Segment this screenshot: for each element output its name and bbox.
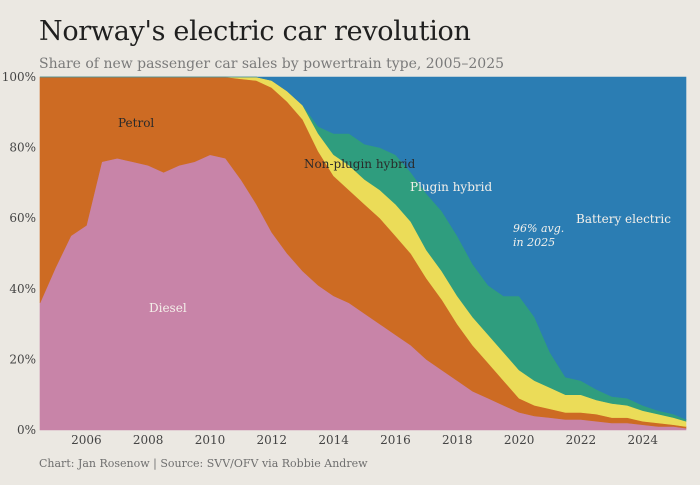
x-tick-label: 2020 <box>504 433 535 447</box>
x-axis-ticks: 2006 2008 2010 2012 2014 2016 2018 2020 2022 2024 <box>71 433 658 447</box>
x-tick-label: 2008 <box>133 433 164 447</box>
x-tick-label: 2018 <box>442 433 473 447</box>
x-tick-label: 2012 <box>257 433 288 447</box>
annotation-line-1: 96% avg. <box>513 222 564 235</box>
x-tick-label: 2010 <box>195 433 226 447</box>
chart-title: Norway's electric car revolution <box>39 16 471 47</box>
area-battery-electric <box>40 76 687 420</box>
label-nonplugin-hybrid: Non-plugin hybrid <box>304 157 416 171</box>
x-tick-label: 2022 <box>566 433 597 447</box>
chart-credit: Chart: Jan Rosenow | Source: SVV/OFV via… <box>39 457 368 470</box>
label-petrol: Petrol <box>118 116 154 130</box>
area-series-group <box>39 76 687 431</box>
x-tick-label: 2006 <box>71 433 102 447</box>
y-tick-label: 40% <box>9 282 36 296</box>
x-tick-label: 2024 <box>627 433 658 447</box>
y-tick-label: 100% <box>2 70 36 84</box>
y-tick-label: 20% <box>9 352 36 366</box>
y-axis-ticks: 0% 20% 40% 60% 80% 100% <box>2 70 36 437</box>
y-tick-label: 60% <box>9 211 36 225</box>
x-tick-label: 2014 <box>318 433 349 447</box>
y-tick-label: 0% <box>17 423 36 437</box>
label-plugin-hybrid: Plugin hybrid <box>410 180 492 194</box>
label-battery-electric: Battery electric <box>576 212 671 226</box>
annotation-line-2: in 2025 <box>513 236 555 249</box>
chart-subtitle: Share of new passenger car sales by powe… <box>39 56 505 72</box>
label-diesel: Diesel <box>149 301 187 315</box>
y-tick-label: 80% <box>9 141 36 155</box>
x-tick-label: 2016 <box>380 433 411 447</box>
